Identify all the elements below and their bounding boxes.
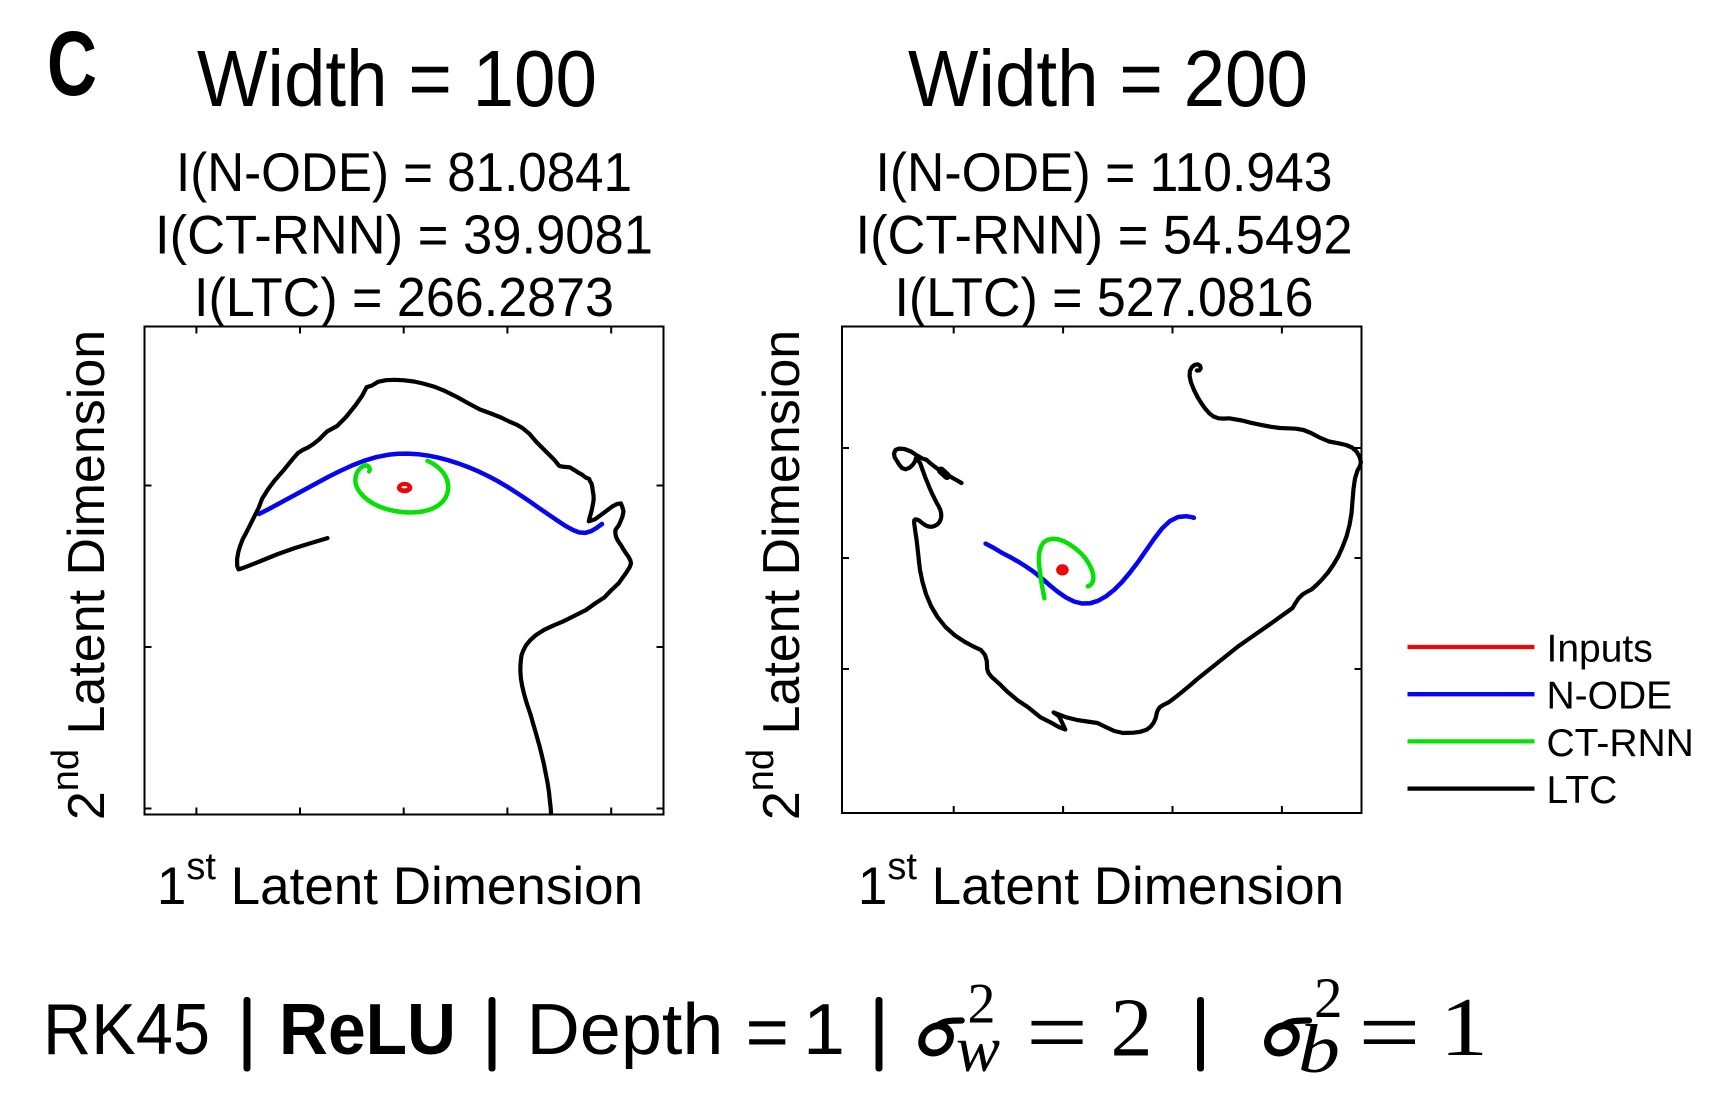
svg-text:Width = 100: Width = 100 [197, 34, 597, 123]
svg-text:=: = [1358, 981, 1420, 1083]
svg-text:2: 2 [968, 973, 996, 1036]
svg-text:I(LTC) = 266.2873: I(LTC) = 266.2873 [194, 266, 614, 328]
svg-text:I(LTC) = 527.0816: I(LTC) = 527.0816 [895, 266, 1314, 328]
svg-text:1st Latent Dimension: 1st Latent Dimension [157, 846, 643, 916]
svg-text:I(CT-RNN) = 54.5492: I(CT-RNN) = 54.5492 [856, 204, 1353, 266]
svg-text:1: 1 [1440, 981, 1488, 1074]
svg-text:=: = [746, 993, 790, 1073]
svg-text:1: 1 [803, 990, 845, 1070]
svg-text:C: C [47, 13, 97, 115]
svg-text:I(N-ODE) = 81.0841: I(N-ODE) = 81.0841 [176, 141, 632, 203]
svg-text:2: 2 [1111, 982, 1153, 1075]
svg-text:Inputs: Inputs [1547, 627, 1653, 670]
svg-text:ReLU: ReLU [279, 990, 456, 1070]
svg-text:Depth: Depth [527, 990, 724, 1070]
svg-text:I(CT-RNN) = 39.9081: I(CT-RNN) = 39.9081 [155, 204, 653, 266]
svg-text:2: 2 [1314, 967, 1343, 1030]
svg-text:CT-RNN: CT-RNN [1547, 722, 1694, 765]
svg-text:RK45: RK45 [43, 990, 210, 1070]
svg-text:1st Latent Dimension: 1st Latent Dimension [858, 846, 1344, 916]
svg-text:w: w [956, 1013, 1000, 1086]
svg-text:Width = 200: Width = 200 [908, 34, 1308, 123]
svg-text:N-ODE: N-ODE [1547, 675, 1673, 718]
svg-text:I(N-ODE) = 110.943: I(N-ODE) = 110.943 [876, 141, 1333, 203]
svg-text:LTC: LTC [1547, 769, 1618, 812]
svg-text:=: = [1026, 981, 1088, 1083]
svg-text:b: b [1298, 1011, 1340, 1087]
